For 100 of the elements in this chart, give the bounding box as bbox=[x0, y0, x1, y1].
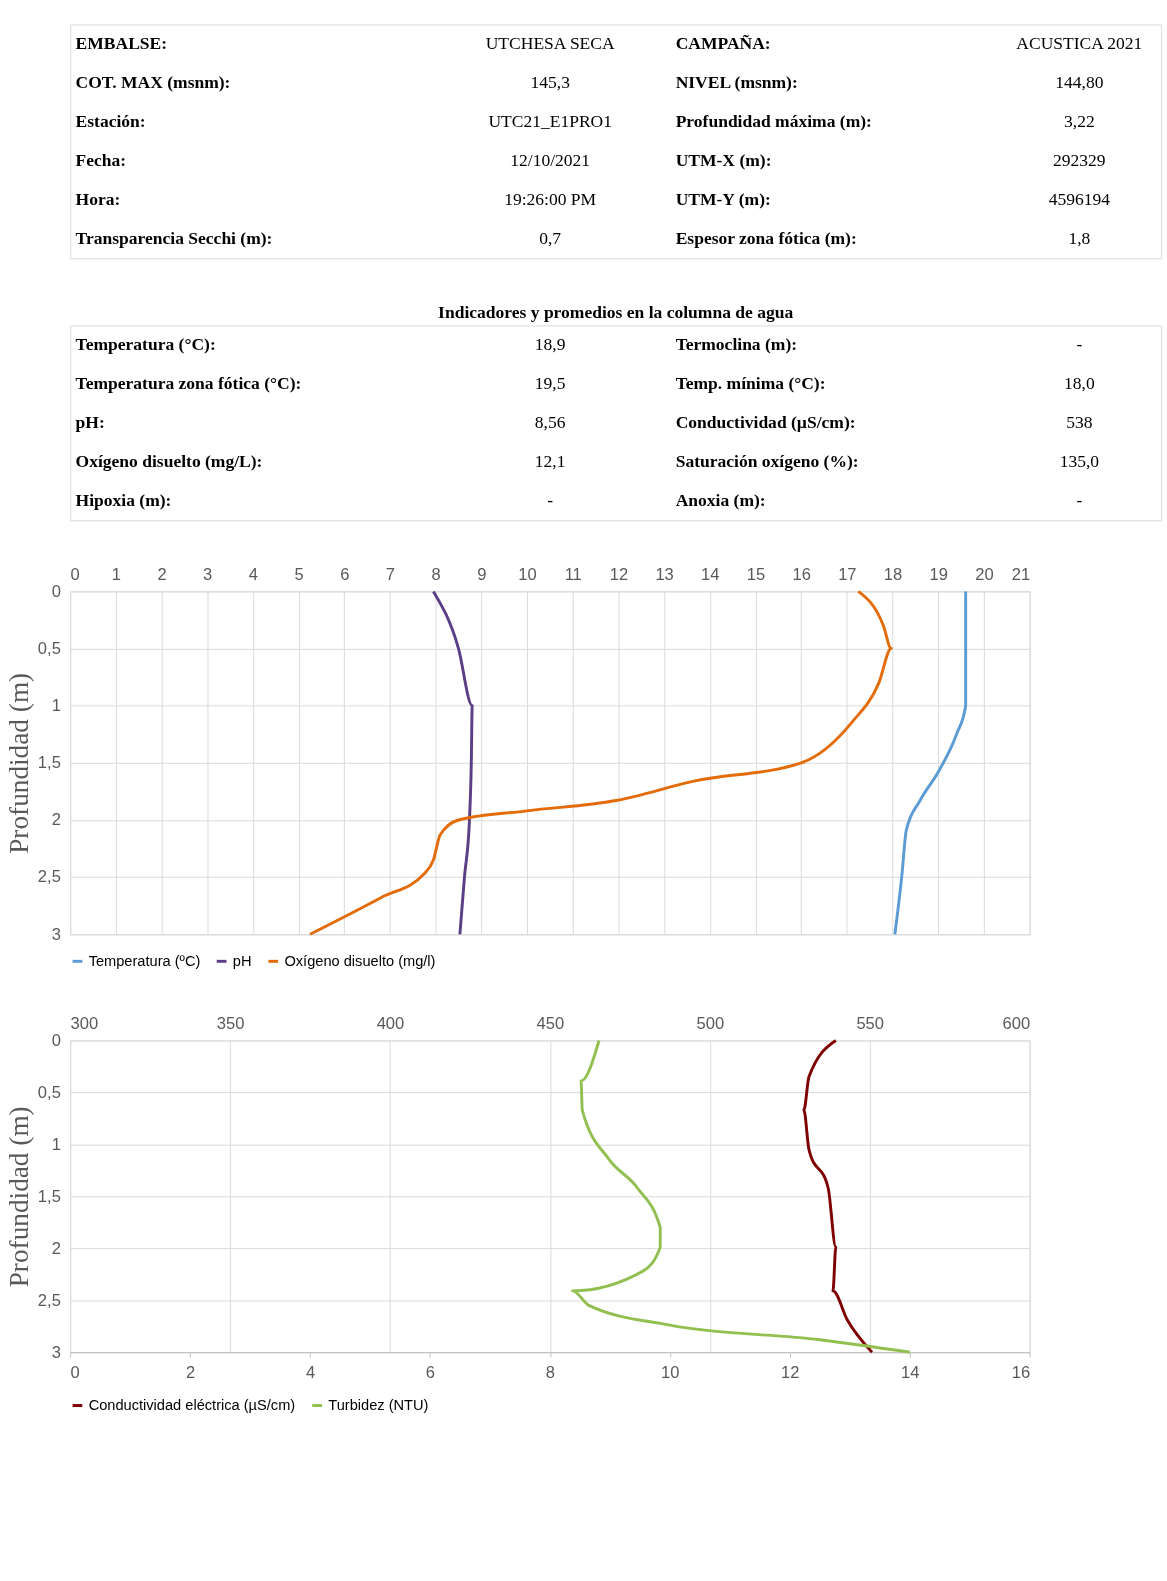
legend-label: Conductividad eléctrica (µS/cm) bbox=[88, 1397, 296, 1414]
x-tick-label: 21 bbox=[1011, 565, 1031, 585]
x2-tick-label: 400 bbox=[376, 1014, 405, 1034]
text: CAMPAÑA: bbox=[675, 32, 771, 53]
text: 538 bbox=[1066, 411, 1093, 432]
y-tick-label: 2 bbox=[51, 810, 61, 830]
y-tick-label: 2,5 bbox=[37, 867, 61, 887]
legend-label: Oxígeno disuelto (mg/l) bbox=[284, 953, 436, 970]
text: - bbox=[547, 489, 554, 510]
text: 4596194 bbox=[1048, 188, 1111, 209]
line-series bbox=[571, 1039, 912, 1354]
x2-tick-label: 500 bbox=[696, 1014, 725, 1034]
x-tick-label: 8 bbox=[431, 565, 441, 585]
y-axis-title: Profundidad (m) bbox=[4, 1106, 35, 1288]
x-tick-label: 13 bbox=[655, 565, 674, 585]
x-tick-label: 14 bbox=[701, 565, 720, 585]
text: Temperatura zona fótica (°C): bbox=[75, 372, 302, 393]
x2-tick-label: 550 bbox=[856, 1014, 885, 1034]
x-tick-label: 8 bbox=[545, 1362, 555, 1382]
line-series bbox=[308, 589, 893, 936]
legend-label: Temperatura (ºC) bbox=[88, 953, 201, 970]
text: NIVEL (msnm): bbox=[675, 71, 798, 92]
x-tick-label: 18 bbox=[883, 565, 903, 585]
x-tick-label: 0 bbox=[70, 565, 80, 585]
text: 19:26:00 PM bbox=[504, 188, 597, 209]
y-tick-label: 1,5 bbox=[37, 1186, 61, 1206]
legend-label: Turbidez (NTU) bbox=[328, 1397, 429, 1414]
text: COT. MAX (msnm): bbox=[75, 71, 231, 92]
text: Saturación oxígeno (%): bbox=[675, 450, 859, 471]
x-tick-label: 20 bbox=[975, 565, 994, 585]
text: 18,9 bbox=[534, 333, 566, 354]
text: 12/10/2021 bbox=[510, 149, 591, 170]
text: Hora: bbox=[75, 188, 121, 209]
text: Transparencia Secchi (m): bbox=[75, 227, 273, 248]
y-tick-label: 2 bbox=[51, 1238, 61, 1258]
x-tick-label: 4 bbox=[305, 1362, 316, 1382]
text: - bbox=[1076, 333, 1083, 354]
text: 145,3 bbox=[530, 71, 571, 92]
x-tick-label: 3 bbox=[203, 565, 213, 585]
text: ACUSTICA 2021 bbox=[1016, 32, 1143, 53]
text: pH: bbox=[75, 411, 105, 432]
text: 18,0 bbox=[1064, 372, 1095, 393]
x-tick-label: 2 bbox=[157, 565, 167, 585]
x-tick-label: 2 bbox=[185, 1362, 196, 1382]
x-tick-label: 0 bbox=[70, 1362, 80, 1382]
text: 144,80 bbox=[1055, 71, 1104, 92]
x-tick-label: 9 bbox=[477, 565, 487, 585]
x-tick-label: 16 bbox=[1011, 1362, 1031, 1382]
text: EMBALSE: bbox=[75, 32, 168, 53]
x-tick-label: 11 bbox=[564, 565, 582, 585]
text: Indicadores y promedios en la columna de agua bbox=[438, 301, 794, 322]
y-axis-title: Profundidad (m) bbox=[4, 672, 35, 854]
text: Estación: bbox=[75, 110, 146, 131]
text: 292329 bbox=[1053, 149, 1106, 170]
x2-tick-label: 300 bbox=[70, 1014, 99, 1034]
text: Espesor zona fótica (m): bbox=[675, 227, 857, 248]
x-tick-label: 17 bbox=[838, 565, 857, 585]
text: Anoxia (m): bbox=[675, 489, 766, 510]
x-tick-label: 10 bbox=[518, 565, 537, 585]
x2-tick-label: 450 bbox=[536, 1014, 565, 1034]
text: 3,22 bbox=[1064, 110, 1095, 131]
y-tick-label: 3 bbox=[51, 924, 61, 944]
x-tick-label: 16 bbox=[792, 565, 811, 585]
text: UTCHESA SECA bbox=[485, 32, 616, 53]
x2-tick-label: 350 bbox=[216, 1014, 245, 1034]
text: Oxígeno disuelto (mg/L): bbox=[75, 450, 263, 471]
y-tick-label: 1 bbox=[51, 696, 61, 716]
x-tick-label: 6 bbox=[340, 565, 350, 585]
y-tick-label: 2,5 bbox=[37, 1290, 61, 1310]
legend-label: pH bbox=[232, 953, 252, 970]
text: Temperatura (°C): bbox=[75, 333, 216, 354]
text: Profundidad máxima (m): bbox=[675, 110, 872, 131]
text: - bbox=[1076, 489, 1083, 510]
text: UTM-Y (m): bbox=[675, 188, 771, 209]
x-tick-label: 6 bbox=[425, 1362, 436, 1382]
text: 1,8 bbox=[1068, 227, 1091, 248]
x-tick-label: 12 bbox=[609, 565, 629, 585]
y-tick-label: 0,5 bbox=[37, 638, 61, 658]
x-tick-label: 1 bbox=[111, 565, 121, 585]
x-tick-label: 14 bbox=[900, 1362, 920, 1382]
text: UTM-X (m): bbox=[675, 149, 772, 170]
y-tick-label: 0 bbox=[51, 581, 61, 601]
line-series bbox=[893, 589, 968, 936]
line-series bbox=[431, 589, 474, 936]
x-tick-label: 5 bbox=[294, 565, 304, 585]
x2-tick-label: 600 bbox=[1002, 1014, 1031, 1034]
text: 8,56 bbox=[534, 411, 566, 432]
x-tick-label: 19 bbox=[929, 565, 948, 585]
text: 135,0 bbox=[1059, 450, 1100, 471]
x-tick-label: 12 bbox=[781, 1362, 800, 1382]
text: 0,7 bbox=[539, 227, 562, 248]
text: 12,1 bbox=[534, 450, 566, 471]
text: Hipoxia (m): bbox=[75, 489, 172, 510]
text: UTC21_E1PRO1 bbox=[488, 110, 612, 131]
x-tick-label: 15 bbox=[746, 565, 766, 585]
y-tick-label: 0 bbox=[51, 1030, 61, 1050]
y-tick-label: 0,5 bbox=[37, 1082, 61, 1102]
text: Fecha: bbox=[75, 149, 127, 170]
text: Termoclina (m): bbox=[675, 333, 798, 354]
text: Temp. mínima (°C): bbox=[675, 372, 826, 393]
